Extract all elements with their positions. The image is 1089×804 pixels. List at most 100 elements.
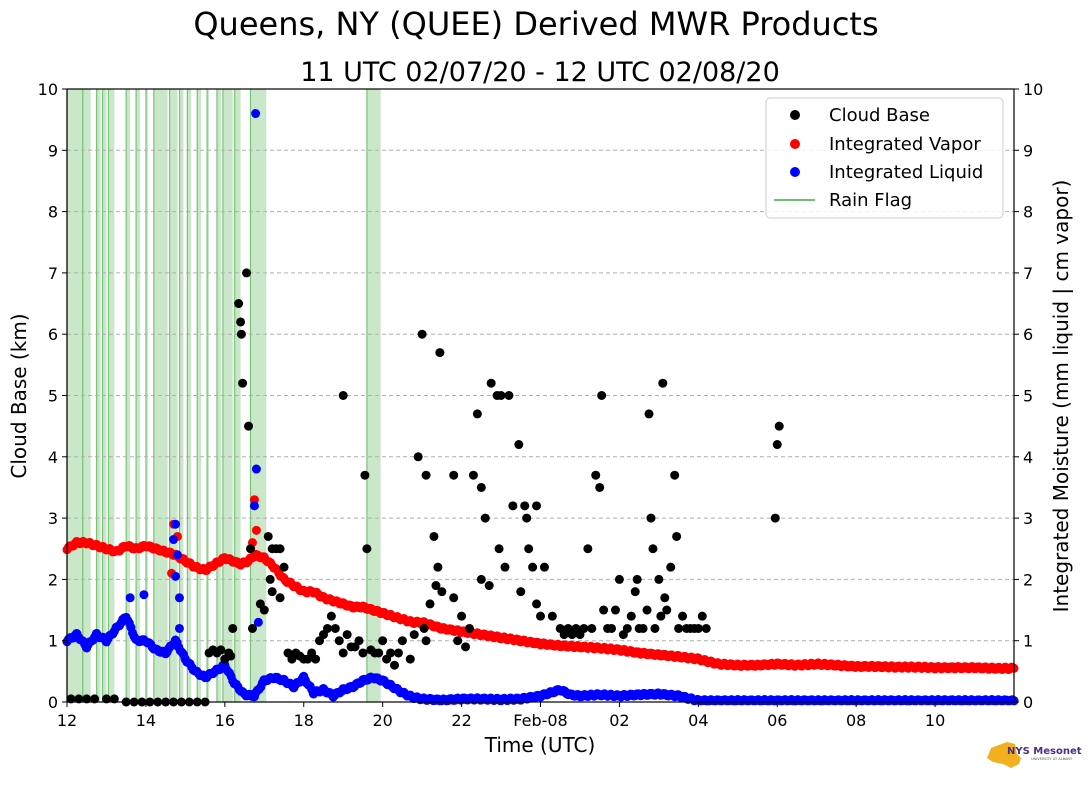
y-tick-label-left: 5 [48, 387, 58, 406]
liquid-point [249, 501, 259, 511]
cloud-base-point [583, 544, 593, 554]
cloud-base-point [109, 694, 119, 704]
cloud-base-point [599, 605, 609, 615]
cloud-base-point [522, 513, 532, 523]
cloud-base-point [528, 562, 538, 572]
cloud-base-point [644, 409, 654, 419]
rain-flag-band [222, 89, 233, 702]
cloud-base-point [654, 574, 664, 584]
cloud-base-point [480, 513, 490, 523]
y-tick-label-left: 1 [48, 632, 58, 651]
x-tick-label: 20 [372, 711, 392, 730]
liquid-point [251, 109, 261, 119]
cloud-base-point [413, 452, 423, 462]
cloud-base-point [476, 574, 486, 584]
cloud-base-point [587, 623, 597, 633]
cloud-base-point [419, 623, 429, 633]
cloud-base-point [626, 611, 636, 621]
cloud-base-point [338, 391, 348, 400]
cloud-base-point [774, 421, 784, 431]
liquid-point [172, 550, 182, 560]
cloud-base-point [472, 409, 482, 419]
cloud-base-point [247, 623, 257, 633]
cloud-base-point [468, 470, 478, 480]
logo-text: NYS Mesonet [1007, 746, 1082, 757]
cloud-base-point [648, 544, 658, 554]
cloud-base-point [405, 654, 415, 664]
cloud-base-point [234, 299, 244, 309]
legend-label-integrated-vapor: Integrated Vapor [829, 134, 981, 155]
cloud-base-point [259, 605, 269, 615]
liquid-point [171, 519, 181, 529]
cloud-base-point [449, 470, 459, 480]
cloud-base-point [772, 440, 782, 450]
cloud-base-point [504, 391, 514, 400]
x-tick-label: 14 [136, 711, 156, 730]
cloud-base-point [536, 611, 545, 621]
cloud-base-point [494, 544, 504, 554]
x-tick-label: 12 [57, 711, 77, 730]
cloud-base-point [390, 660, 400, 670]
cloud-base-point [632, 574, 642, 584]
cloud-base-point [656, 611, 666, 621]
cloud-base-point [630, 587, 640, 597]
x-tick-label: 06 [767, 711, 787, 730]
cloud-base-point [216, 645, 226, 655]
cloud-base-point [421, 470, 431, 480]
cloud-base-point [449, 593, 459, 603]
cloud-base-point [508, 501, 518, 511]
cloud-base-point [642, 605, 652, 615]
cloud-base-point [362, 544, 372, 554]
gridlines [67, 149, 1014, 642]
legend-label-rain-flag: Rain Flag [829, 190, 912, 211]
cloud-base-point [697, 611, 707, 621]
cloud-base-point [393, 648, 403, 658]
y-tick-label-left: 10 [38, 80, 58, 99]
cloud-base-point [322, 623, 332, 633]
nys-mesonet-logo: NYS Mesonet UNIVERSITY AT ALBANY [987, 742, 1082, 768]
cloud-base-point [279, 562, 289, 572]
cloud-base-point [242, 268, 252, 278]
cloud-base-point [607, 623, 617, 633]
liquid-point [171, 571, 181, 581]
cloud-base-point [74, 694, 84, 704]
cloud-base-point [524, 544, 534, 554]
cloud-base-point [236, 317, 246, 327]
cloud-base-point [360, 470, 370, 480]
cloud-base-point [417, 329, 427, 339]
cloud-base-point [311, 654, 321, 664]
y-tick-label-left: 6 [48, 325, 58, 344]
cloud-base-point [658, 378, 668, 388]
cloud-base-point [674, 623, 684, 633]
cloud-base-point [374, 648, 384, 658]
cloud-base-point [425, 599, 435, 609]
y-tick-label-right: 7 [1023, 264, 1033, 283]
cloud-base-point [672, 531, 682, 541]
x-axis-label: Time (UTC) [484, 733, 596, 757]
legend: Cloud Base Integrated Vapor Integrated L… [765, 97, 1004, 219]
rain-flag-band [126, 89, 131, 702]
x-tick-label: 04 [688, 711, 708, 730]
cloud-base-point [228, 623, 238, 633]
cloud-base-point [520, 501, 530, 511]
ny-state-shape-icon [987, 742, 1021, 768]
cloud-base-point [453, 636, 463, 646]
cloud-base-point [236, 329, 246, 339]
y-tick-label-right: 6 [1023, 325, 1033, 344]
cloud-base-point [591, 470, 601, 480]
y-tick-label-left: 7 [48, 264, 58, 283]
cloud-base-point [670, 470, 680, 480]
cloud-base-point [496, 391, 506, 400]
y-tick-label-right: 4 [1023, 448, 1033, 467]
cloud-base-point [457, 611, 467, 621]
cloud-base-point [476, 482, 486, 492]
cloud-base-point [678, 611, 688, 621]
cloud-base-point [267, 587, 277, 597]
rain-flag-band [82, 89, 91, 702]
cloud-base-point [622, 623, 632, 633]
cloud-base-point [662, 605, 672, 615]
cloud-base-point [386, 648, 396, 658]
cloud-base-point [66, 694, 76, 704]
vapor-point [251, 525, 261, 535]
